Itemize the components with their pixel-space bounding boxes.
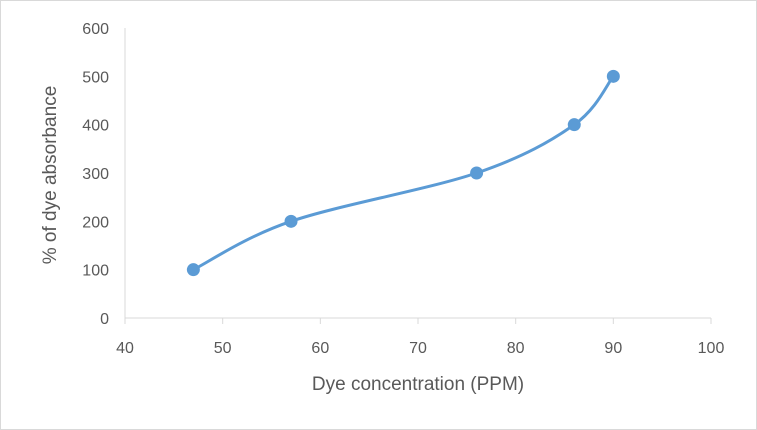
x-tick-label: 50 [214,340,232,357]
x-axis-title: Dye concentration (PPM) [312,374,524,395]
series-line [191,74,615,272]
x-tick-label: 40 [116,340,134,357]
data-point [567,118,581,132]
data-point [470,166,484,180]
y-tick-label: 500 [82,69,109,86]
data-point [606,69,620,83]
y-axis-title: % of dye absorbance [40,86,61,265]
y-tick-label: 200 [82,214,109,231]
x-tick-label: 80 [507,340,525,357]
x-tick-label: 60 [311,340,329,357]
x-tick-label: 70 [409,340,427,357]
x-tick-label: 100 [698,340,725,357]
x-axis: 40 50 60 70 80 90 100 [116,317,725,357]
y-tick-label: 600 [82,21,109,38]
plot-area [186,69,620,277]
data-point [284,214,298,228]
y-tick-label: 0 [100,311,109,328]
x-tick-label: 90 [604,340,622,357]
y-tick-label: 400 [82,118,109,135]
y-axis: 0 100 200 300 400 500 600 [82,21,126,328]
data-point [186,263,200,277]
y-tick-label: 300 [82,166,109,183]
y-tick-label: 100 [82,263,109,280]
